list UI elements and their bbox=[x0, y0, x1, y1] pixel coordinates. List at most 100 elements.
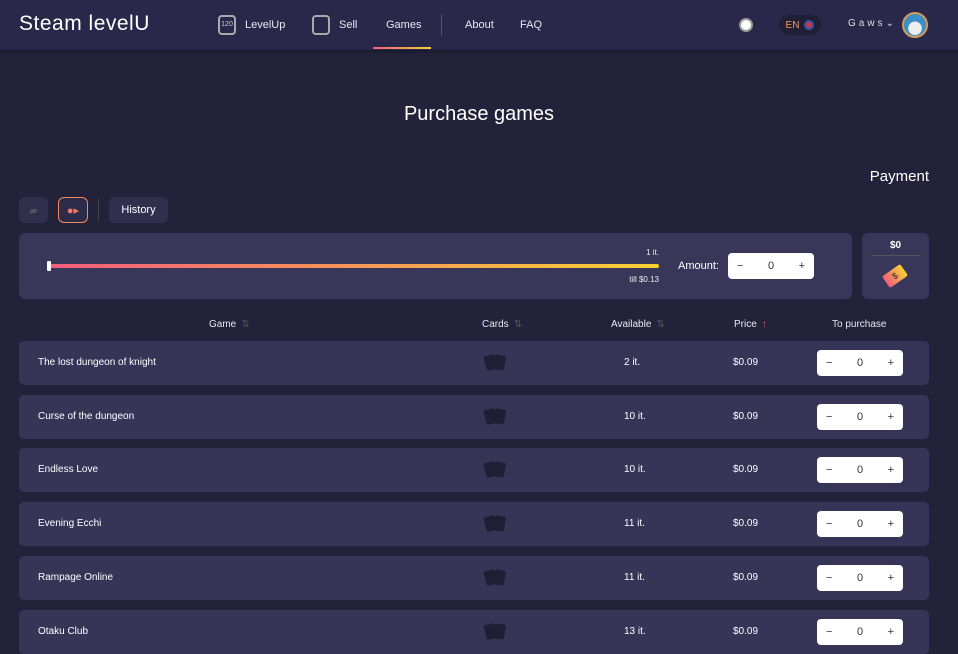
table-row: Rampage Online 11 it. $0.09 − 0 + bbox=[19, 556, 929, 600]
toolbar-divider bbox=[98, 199, 99, 221]
available: 10 it. bbox=[624, 411, 646, 422]
minus-button[interactable]: − bbox=[826, 518, 833, 530]
price: $0.09 bbox=[733, 626, 759, 637]
lang-label: EN bbox=[785, 19, 800, 31]
cards-icon bbox=[483, 514, 507, 533]
amount-stepper[interactable]: − 0 + bbox=[728, 253, 814, 279]
history-button[interactable]: History bbox=[109, 197, 168, 223]
column-price[interactable]: Price ↑ bbox=[734, 319, 767, 330]
plus-button[interactable]: + bbox=[798, 260, 805, 272]
available: 11 it. bbox=[624, 518, 645, 529]
plus-button[interactable]: + bbox=[887, 572, 894, 584]
column-game[interactable]: Game ⇅ bbox=[209, 319, 250, 330]
quantity-stepper[interactable]: − 0 + bbox=[817, 457, 903, 483]
nav-faq[interactable]: FAQ bbox=[520, 19, 543, 31]
game-name[interactable]: Otaku Club bbox=[38, 626, 89, 637]
table-row: Endless Love 10 it. $0.09 − 0 + bbox=[19, 448, 929, 492]
username: Gaws bbox=[848, 18, 886, 29]
plus-button[interactable]: + bbox=[887, 518, 894, 530]
sort-icon: ⇅ bbox=[656, 319, 665, 330]
plus-button[interactable]: + bbox=[887, 411, 894, 423]
price: $0.09 bbox=[733, 518, 759, 529]
quantity-stepper[interactable]: − 0 + bbox=[817, 350, 903, 376]
game-name[interactable]: The lost dungeon of knight bbox=[38, 357, 156, 368]
cards-icon bbox=[483, 568, 507, 587]
nav-games[interactable]: Games bbox=[386, 19, 422, 31]
minus-button[interactable]: − bbox=[826, 357, 833, 369]
table-row: Evening Ecchi 11 it. $0.09 − 0 + bbox=[19, 502, 929, 546]
users-gamepad-icon: ●▸ bbox=[66, 204, 80, 217]
table-row: Curse of the dungeon 10 it. $0.09 − 0 + bbox=[19, 395, 929, 439]
amount-label: Amount: bbox=[678, 260, 719, 272]
game-name[interactable]: Curse of the dungeon bbox=[38, 411, 135, 422]
column-label: Price bbox=[734, 319, 757, 330]
sort-asc-icon: ↑ bbox=[761, 319, 767, 330]
available: 10 it. bbox=[624, 464, 646, 475]
level-badge-icon: 120 bbox=[218, 15, 236, 35]
minus-button[interactable]: − bbox=[737, 260, 744, 272]
minus-button[interactable]: − bbox=[826, 572, 833, 584]
logo[interactable]: Steam levelU bbox=[19, 12, 150, 35]
column-label: Cards bbox=[482, 319, 509, 330]
minus-button[interactable]: − bbox=[826, 411, 833, 423]
available: 2 it. bbox=[624, 357, 641, 368]
table-row: The lost dungeon of knight 2 it. $0.09 −… bbox=[19, 341, 929, 385]
column-available[interactable]: Available ⇅ bbox=[611, 319, 665, 330]
active-tab-indicator bbox=[373, 47, 431, 49]
cards-icon bbox=[312, 15, 330, 35]
nav-about[interactable]: About bbox=[465, 19, 494, 31]
header: Steam levelU 120 LevelUp Sell Games About… bbox=[0, 0, 958, 50]
table-row: Otaku Club 13 it. $0.09 − 0 + bbox=[19, 610, 929, 654]
pay-ticket-icon[interactable]: $ bbox=[881, 263, 909, 289]
game-name[interactable]: Evening Ecchi bbox=[38, 518, 102, 529]
cards-filter-button[interactable]: ▰ bbox=[19, 197, 48, 223]
slider-top-label: 1 it. bbox=[646, 248, 659, 257]
available: 13 it. bbox=[624, 626, 646, 637]
user-menu[interactable]: Gaws⌄ bbox=[848, 18, 897, 29]
cards-icon bbox=[483, 353, 507, 372]
minus-button[interactable]: − bbox=[826, 626, 833, 638]
nav-divider bbox=[441, 14, 442, 36]
minus-button[interactable]: − bbox=[826, 464, 833, 476]
column-cards[interactable]: Cards ⇅ bbox=[482, 319, 522, 330]
user-games-filter-button[interactable]: ●▸ bbox=[58, 197, 88, 223]
cards-icon bbox=[483, 460, 507, 479]
uk-flag-icon bbox=[804, 20, 815, 30]
sort-icon: ⇅ bbox=[241, 319, 250, 330]
game-name[interactable]: Endless Love bbox=[38, 464, 99, 475]
avatar[interactable] bbox=[902, 12, 928, 38]
quantity-stepper[interactable]: − 0 + bbox=[817, 565, 903, 591]
quantity-value[interactable]: 0 bbox=[856, 357, 864, 369]
nav-levelup[interactable]: 120 LevelUp bbox=[218, 0, 285, 50]
price: $0.09 bbox=[733, 411, 759, 422]
price: $0.09 bbox=[733, 464, 759, 475]
cards-icon: ▰ bbox=[29, 204, 38, 217]
sort-icon: ⇅ bbox=[513, 319, 523, 330]
plus-button[interactable]: + bbox=[887, 464, 894, 476]
quantity-stepper[interactable]: − 0 + bbox=[817, 404, 903, 430]
amount-value[interactable]: 0 bbox=[767, 260, 775, 272]
language-selector[interactable]: EN bbox=[779, 15, 821, 35]
payment-total: $0 bbox=[871, 240, 920, 256]
quantity-value[interactable]: 0 bbox=[856, 626, 864, 638]
quantity-stepper[interactable]: − 0 + bbox=[817, 511, 903, 537]
nav-sell[interactable]: Sell bbox=[312, 0, 357, 50]
quantity-value[interactable]: 0 bbox=[856, 518, 864, 530]
page-title: Purchase games bbox=[403, 103, 555, 125]
slider-bottom-label: till $0.13 bbox=[629, 275, 659, 284]
game-name[interactable]: Rampage Online bbox=[38, 572, 114, 583]
quantity-value[interactable]: 0 bbox=[856, 411, 864, 423]
quantity-value[interactable]: 0 bbox=[856, 464, 864, 476]
column-label: Game bbox=[209, 319, 237, 330]
theme-toggle[interactable] bbox=[739, 18, 753, 32]
nav-label: Sell bbox=[339, 19, 358, 31]
plus-button[interactable]: + bbox=[887, 357, 894, 369]
quantity-value[interactable]: 0 bbox=[856, 572, 864, 584]
amount-panel: 1 it. till $0.13 Amount: − 0 + bbox=[19, 233, 852, 299]
amount-slider[interactable] bbox=[47, 261, 659, 271]
slider-handle[interactable] bbox=[47, 261, 51, 271]
price: $0.09 bbox=[733, 357, 759, 368]
cards-icon bbox=[483, 407, 507, 426]
quantity-stepper[interactable]: − 0 + bbox=[817, 619, 903, 645]
plus-button[interactable]: + bbox=[887, 626, 894, 638]
